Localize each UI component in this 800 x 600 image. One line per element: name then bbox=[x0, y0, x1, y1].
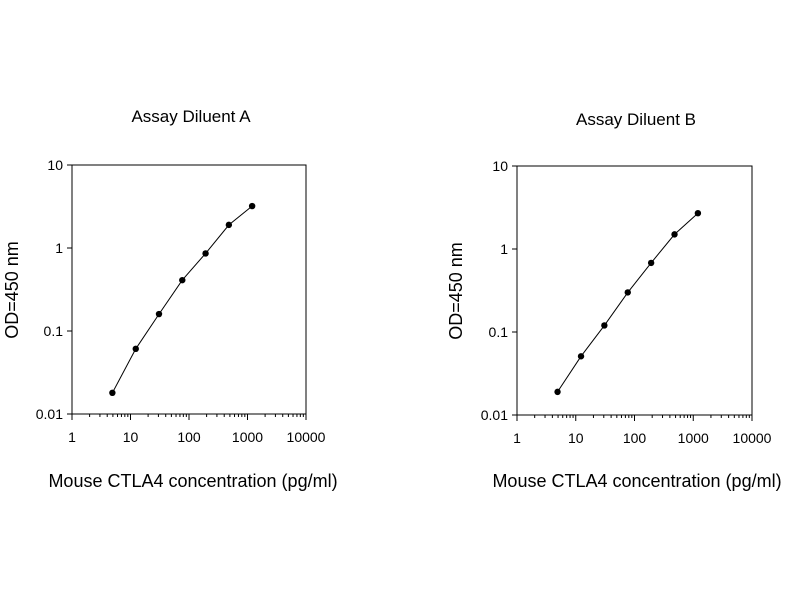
data-point bbox=[601, 322, 608, 329]
chart-b-points bbox=[554, 209, 702, 396]
chart-b-x-ticks: 1 10 100 1000 10000 bbox=[513, 415, 772, 446]
chart-a-title: Assay Diluent A bbox=[131, 107, 251, 126]
data-point bbox=[647, 259, 655, 267]
chart-a: Assay Diluent A 0.01 0.1 1 10 1 10 100 1000 100… bbox=[2, 107, 338, 491]
data-point bbox=[624, 289, 631, 296]
chart-a-y-axis-label: OD=450 nm bbox=[2, 241, 22, 339]
chart-a-plot-area bbox=[71, 164, 307, 415]
x-tick-label: 10000 bbox=[287, 429, 326, 445]
y-tick-label: 0.1 bbox=[44, 323, 64, 339]
y-tick-label: 0.1 bbox=[489, 324, 509, 340]
x-tick-label: 1 bbox=[68, 429, 76, 445]
chart-a-series-line bbox=[111, 205, 253, 394]
data-point bbox=[202, 250, 209, 257]
chart-a-y-ticks: 0.01 0.1 1 10 bbox=[36, 157, 72, 422]
data-point bbox=[109, 389, 116, 397]
x-tick-label: 100 bbox=[177, 429, 201, 445]
x-tick-label: 10 bbox=[568, 430, 584, 446]
chart-a-x-axis-label: Mouse CTLA4 concentration (pg/ml) bbox=[48, 471, 337, 491]
x-tick-label: 10000 bbox=[733, 430, 772, 446]
chart-b: Assay Diluent B 0.01 0.1 1 10 1 10 100 1000 100… bbox=[446, 110, 782, 491]
y-tick-label: 1 bbox=[55, 240, 63, 256]
chart-b-y-ticks: 0.01 0.1 1 10 bbox=[481, 158, 517, 423]
data-point bbox=[225, 221, 233, 229]
x-tick-label: 1 bbox=[513, 430, 521, 446]
y-tick-label: 0.01 bbox=[481, 407, 508, 423]
x-tick-label: 1000 bbox=[232, 429, 263, 445]
chart-a-x-ticks: 1 10 100 1000 10000 bbox=[68, 414, 326, 445]
y-tick-label: 10 bbox=[47, 157, 63, 173]
chart-b-title: Assay Diluent B bbox=[576, 110, 696, 129]
data-point bbox=[694, 209, 702, 217]
data-point bbox=[155, 310, 163, 318]
chart-b-y-axis-label: OD=450 nm bbox=[446, 242, 466, 340]
x-tick-label: 10 bbox=[123, 429, 139, 445]
data-point bbox=[248, 202, 256, 210]
data-point bbox=[671, 231, 678, 238]
x-tick-label: 100 bbox=[623, 430, 647, 446]
x-tick-label: 1000 bbox=[678, 430, 709, 446]
chart-b-x-axis-label: Mouse CTLA4 concentration (pg/ml) bbox=[492, 471, 781, 491]
data-point bbox=[554, 388, 561, 396]
data-point bbox=[179, 276, 186, 284]
data-point bbox=[132, 345, 139, 353]
y-tick-label: 0.01 bbox=[36, 406, 63, 422]
y-tick-label: 10 bbox=[492, 158, 508, 174]
chart-b-plot-area bbox=[516, 165, 753, 416]
chart-a-points bbox=[109, 202, 256, 397]
chart-b-series-line bbox=[557, 212, 699, 393]
y-tick-label: 1 bbox=[500, 241, 508, 257]
data-point bbox=[577, 353, 585, 360]
